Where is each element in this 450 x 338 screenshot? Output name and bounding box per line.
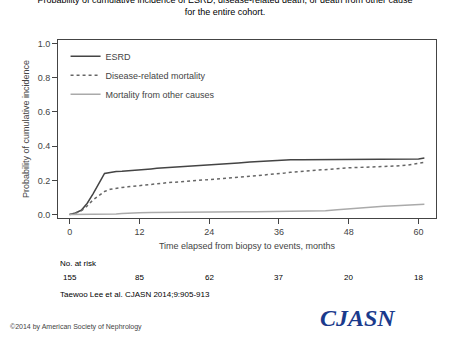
svg-text:0.4: 0.4 [38, 141, 51, 151]
svg-text:Probability of cumulative inci: Probability of cumulative incidence [21, 60, 31, 198]
svg-text:No. at risk: No. at risk [60, 259, 97, 268]
svg-text:©2014 by American Society of N: ©2014 by American Society of Nephrology [10, 323, 142, 331]
svg-text:0: 0 [67, 227, 72, 237]
svg-text:12: 12 [134, 227, 144, 237]
svg-text:Mortality from other causes: Mortality from other causes [106, 90, 215, 100]
svg-text:ESRD: ESRD [106, 52, 132, 62]
svg-text:18: 18 [414, 273, 423, 282]
svg-text:20: 20 [344, 273, 353, 282]
svg-text:36: 36 [274, 227, 284, 237]
svg-text:37: 37 [274, 273, 283, 282]
svg-text:24: 24 [204, 227, 214, 237]
svg-text:Disease-related mortality: Disease-related mortality [106, 71, 206, 81]
svg-text:Probability of cumulative inci: Probability of cumulative incidence of E… [37, 0, 412, 17]
svg-text:60: 60 [414, 227, 424, 237]
svg-text:0.0: 0.0 [38, 210, 51, 220]
svg-text:62: 62 [205, 273, 214, 282]
svg-text:Taewoo Lee et al. CJASN 2014;9: Taewoo Lee et al. CJASN 2014;9:905-913 [60, 290, 210, 299]
svg-text:CJASN: CJASN [320, 305, 396, 331]
svg-text:48: 48 [344, 227, 354, 237]
svg-text:0.8: 0.8 [38, 73, 51, 83]
svg-text:0.6: 0.6 [38, 107, 51, 117]
svg-text:155: 155 [63, 273, 77, 282]
svg-text:1.0: 1.0 [38, 39, 51, 49]
svg-text:0.2: 0.2 [38, 176, 51, 186]
svg-text:85: 85 [135, 273, 144, 282]
svg-text:Time elapsed from biopsy to ev: Time elapsed from biopsy to events, mont… [159, 241, 336, 251]
